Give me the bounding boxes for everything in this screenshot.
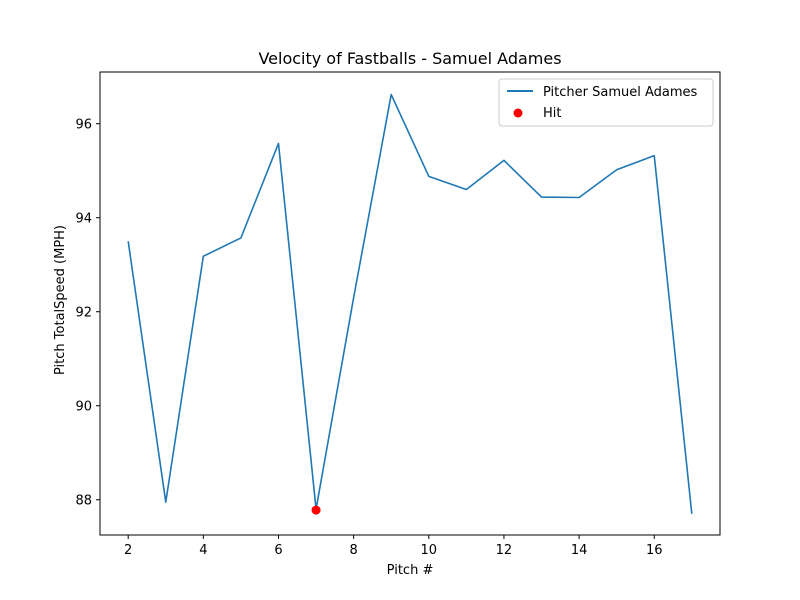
plot-area	[127, 93, 693, 515]
y-axis: 88 90 92 94 96	[75, 118, 100, 509]
series-line-pitcher	[127, 93, 693, 514]
x-tick-label: 12	[496, 543, 513, 558]
chart-title: Velocity of Fastballs - Samuel Adames	[258, 49, 561, 68]
y-tick-label: 92	[75, 306, 92, 321]
x-tick-label: 16	[646, 543, 663, 558]
plot-frame	[99, 71, 721, 536]
x-axis: 2 4 6 8 10 12 14 16	[124, 535, 663, 558]
x-tick-label: 14	[571, 543, 588, 558]
y-tick-label: 94	[75, 212, 92, 227]
x-tick-label: 10	[421, 543, 438, 558]
legend-box	[498, 78, 714, 127]
y-tick-label: 96	[75, 118, 92, 133]
y-tick-label: 90	[75, 400, 92, 415]
legend-marker-swatch	[513, 108, 523, 118]
legend-label-hit: Hit	[543, 106, 561, 121]
legend: Pitcher Samuel Adames Hit	[498, 78, 714, 127]
x-tick-label: 6	[274, 543, 282, 558]
x-tick-label: 4	[199, 543, 207, 558]
x-tick-label: 8	[349, 543, 357, 558]
legend-label-pitcher: Pitcher Samuel Adames	[543, 85, 698, 100]
x-axis-title: Pitch #	[387, 563, 434, 578]
y-tick-label: 88	[75, 494, 92, 509]
x-tick-label: 2	[124, 543, 132, 558]
hit-point	[311, 505, 321, 515]
y-axis-title: Pitch TotalSpeed (MPH)	[53, 225, 68, 375]
